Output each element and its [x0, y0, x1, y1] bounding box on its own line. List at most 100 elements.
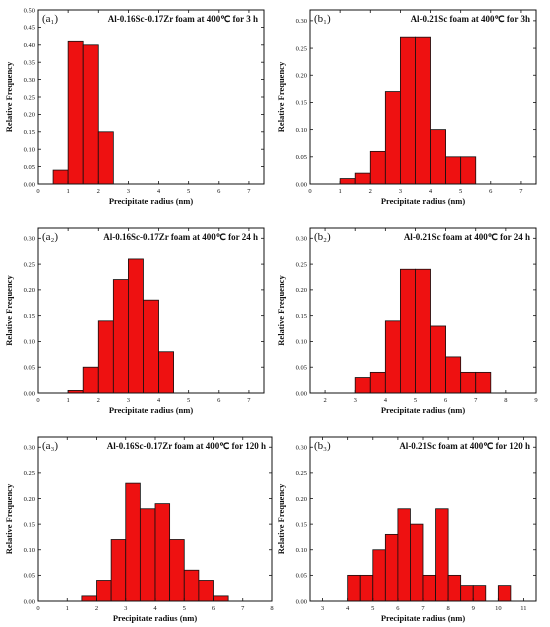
- x-tick-label: 5: [459, 188, 462, 195]
- y-tick-label: 0.00: [296, 181, 307, 188]
- x-tick-label: 7: [247, 397, 251, 404]
- x-tick-label: 0: [308, 188, 311, 195]
- x-tick-label: 6: [396, 605, 400, 612]
- x-tick-label: 6: [212, 605, 216, 612]
- histogram-bar: [82, 366, 99, 394]
- histogram-bar: [399, 36, 416, 185]
- panel-title: Al-0.16Sc-0.17Zr foam at 400℃ for 24 h: [103, 232, 258, 242]
- x-tick-label: 7: [474, 397, 478, 404]
- histogram-bar: [354, 172, 371, 185]
- y-tick-label: 0.15: [24, 129, 35, 136]
- y-tick-label: 0.30: [24, 236, 35, 243]
- x-tick-label: 4: [346, 605, 350, 612]
- x-tick-label: 3: [399, 188, 402, 195]
- y-tick-label: 0.05: [24, 365, 35, 372]
- histogram-bar: [497, 585, 512, 602]
- histogram-bar: [354, 377, 371, 394]
- x-tick-label: 5: [414, 397, 417, 404]
- y-tick-label: 0.30: [24, 77, 35, 84]
- panel-label: (a₂): [42, 231, 58, 243]
- histogram-bar: [384, 91, 401, 185]
- x-tick-label: 8: [270, 605, 273, 612]
- histogram-bar: [397, 508, 411, 602]
- histogram-bar: [460, 371, 477, 394]
- x-tick-label: 6: [217, 188, 221, 195]
- x-tick-label: 0: [36, 605, 39, 612]
- y-tick-label: 0.05: [296, 154, 307, 161]
- y-axis-title: Relative Frequency: [4, 61, 14, 132]
- histogram-bar: [112, 279, 129, 394]
- x-tick-label: 3: [354, 397, 357, 404]
- histogram-bar: [359, 574, 374, 602]
- panel-label: (a₃): [42, 440, 58, 452]
- y-axis-title: Relative Frequency: [276, 483, 286, 554]
- y-axis-title: Relative Frequency: [4, 483, 14, 554]
- y-tick-label: 0.00: [24, 390, 35, 397]
- histogram-bar: [81, 595, 97, 602]
- histogram-bar: [183, 569, 200, 602]
- x-tick-label: 6: [489, 188, 493, 195]
- histogram-bar: [475, 371, 492, 394]
- y-tick-label: 0.50: [24, 7, 35, 14]
- y-tick-label: 0.25: [24, 261, 35, 268]
- y-tick-label: 0.30: [296, 445, 307, 452]
- x-tick-label: 7: [519, 188, 523, 195]
- x-tick-label: 5: [187, 397, 190, 404]
- y-axis-title: Relative Frequency: [276, 61, 286, 132]
- plot-frame: [309, 227, 537, 394]
- histogram-bar: [127, 258, 144, 394]
- histogram-bar: [143, 299, 159, 394]
- panel-title: Al-0.21Sc foam at 400℃ for 24 h: [404, 232, 530, 242]
- y-tick-label: 0.15: [296, 313, 307, 320]
- x-tick-label: 2: [95, 605, 98, 612]
- histogram-bar: [430, 129, 446, 185]
- x-tick-label: 8: [504, 397, 507, 404]
- y-tick-label: 0.10: [296, 339, 307, 346]
- y-axis-title: Relative Frequency: [4, 275, 14, 346]
- x-axis-title: Precipitate radius (nm): [113, 613, 198, 623]
- x-tick-label: 1: [339, 188, 342, 195]
- x-tick-label: 2: [369, 188, 372, 195]
- chart-panel-1: 0 1 2 3 4 5 6 7 0.00 0.05 0.10 0.15 0.20 0.25 0.30 0.35…: [4, 7, 265, 206]
- panel-label: (b₁): [314, 13, 331, 25]
- histogram-bar: [369, 371, 386, 394]
- x-tick-label: 7: [421, 605, 425, 612]
- x-tick-label: 4: [153, 605, 157, 612]
- histogram-bar: [410, 523, 424, 602]
- chart-panel-3: 0 1 2 3 4 5 6 7 0.00 0.05 0.10 0.15 0.20 0.25 0.30 (a₂)…: [4, 227, 265, 415]
- y-tick-label: 0.10: [296, 127, 307, 134]
- y-tick-label: 0.20: [296, 73, 307, 80]
- y-tick-label: 0.40: [24, 42, 35, 49]
- x-tick-label: 6: [217, 397, 221, 404]
- x-axis-title: Precipitate radius (nm): [381, 613, 466, 623]
- x-axis-title: Precipitate radius (nm): [381, 405, 466, 415]
- x-tick-label: 10: [495, 605, 502, 612]
- y-tick-label: 0.00: [24, 181, 35, 188]
- x-tick-label: 4: [384, 397, 388, 404]
- y-tick-label: 0.20: [24, 112, 35, 119]
- y-tick-label: 0.05: [24, 573, 35, 580]
- histogram-bar: [422, 574, 436, 602]
- histogram-bar: [445, 156, 462, 185]
- plot-frame: [309, 9, 537, 185]
- x-tick-label: 7: [241, 605, 245, 612]
- histogram-bar: [430, 325, 446, 394]
- x-tick-label: 8: [446, 605, 449, 612]
- x-tick-label: 1: [67, 397, 70, 404]
- x-tick-label: 5: [183, 605, 186, 612]
- histogram-bar: [97, 320, 114, 394]
- chart-panel-2: 0 1 2 3 4 5 6 7 0.00 0.05 0.10 0.15 0.20 0.25 0.30 (b₁)…: [276, 9, 537, 206]
- y-tick-label: 0.25: [296, 470, 307, 477]
- x-tick-label: 4: [157, 188, 161, 195]
- panel-label: (b₃): [314, 440, 331, 452]
- histogram-bar: [435, 508, 449, 602]
- histogram-bar: [97, 131, 114, 185]
- histogram-bar: [460, 585, 474, 602]
- y-tick-label: 0.10: [24, 339, 35, 346]
- x-axis-title: Precipitate radius (nm): [381, 196, 466, 206]
- histogram-bar: [399, 268, 416, 394]
- histogram-bar: [154, 503, 171, 602]
- y-tick-label: 0.15: [24, 521, 35, 528]
- histogram-bar: [460, 156, 477, 185]
